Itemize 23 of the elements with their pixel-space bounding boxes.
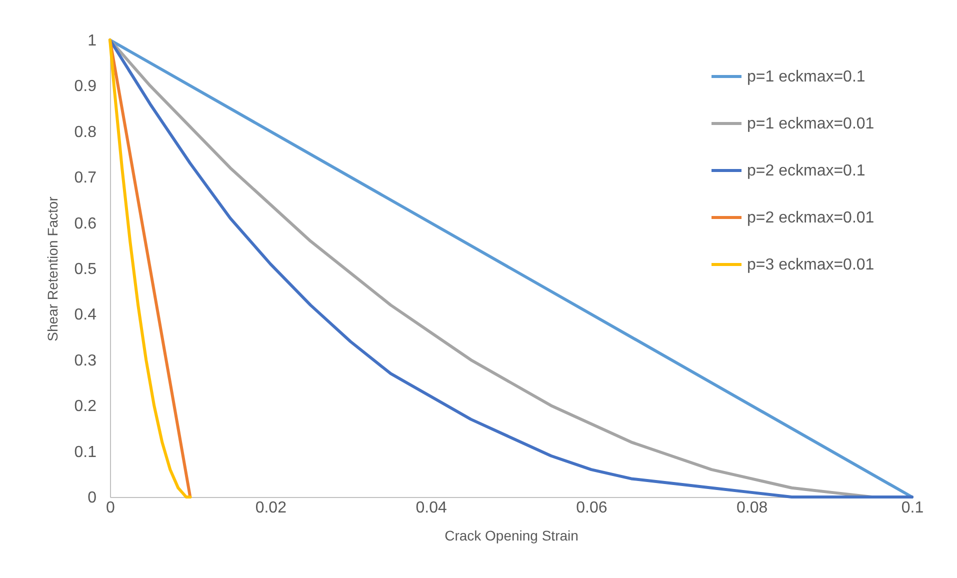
x-axis-title: Crack Opening Strain <box>444 528 578 544</box>
y-tick-label: 0.4 <box>74 306 97 324</box>
legend-label: p=3 eckmax=0.01 <box>747 256 874 274</box>
y-axis-title: Shear Retention Factor <box>44 196 60 342</box>
y-tick-label: 0.1 <box>74 444 97 461</box>
y-tick-label: 0.7 <box>74 170 97 187</box>
y-tick-label: 0.2 <box>74 398 97 416</box>
x-tick-label: 0.08 <box>736 500 768 516</box>
y-tick-label: 1 <box>88 32 97 50</box>
legend-label: p=1 eckmax=0.1 <box>747 68 866 86</box>
legend-label: p=2 eckmax=0.01 <box>747 210 874 226</box>
x-tick-label: 0.04 <box>416 500 447 516</box>
y-tick-label: 0.8 <box>74 124 97 141</box>
legend-label: p=1 eckmax=0.01 <box>747 116 874 132</box>
legend-label: p=2 eckmax=0.1 <box>747 162 866 180</box>
y-tick-label: 0.3 <box>74 352 97 370</box>
x-tick-label: 0.1 <box>901 500 924 516</box>
x-tick-label: 0.06 <box>576 500 608 516</box>
x-tick-label: 0.02 <box>255 500 287 516</box>
y-tick-label: 0.9 <box>74 78 97 96</box>
x-tick-label: 0 <box>106 500 116 516</box>
y-tick-label: 0.6 <box>74 215 97 232</box>
y-tick-label: 0.5 <box>74 261 97 278</box>
